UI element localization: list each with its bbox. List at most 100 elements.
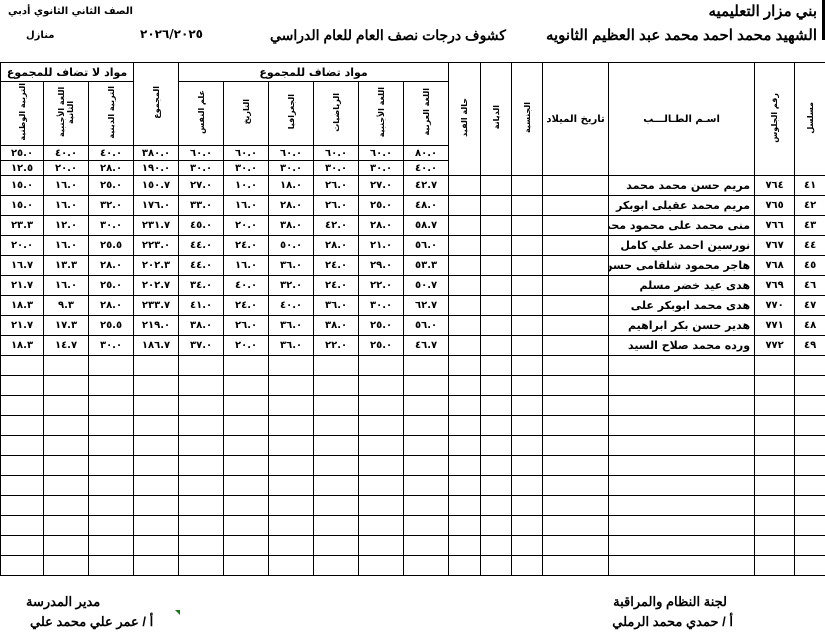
student-name-cell[interactable]: مريم محمد عقيلى ابوبكر — [608, 195, 756, 216]
mark-subject-history[interactable]: ١٦.٠ — [223, 255, 270, 276]
empty-cell[interactable] — [754, 375, 796, 396]
empty-cell[interactable] — [480, 415, 513, 436]
empty-cell[interactable] — [542, 555, 610, 576]
empty-cell[interactable] — [608, 515, 756, 536]
nationality-cell[interactable] — [511, 315, 544, 336]
empty-cell[interactable] — [268, 435, 315, 456]
empty-cell[interactable] — [43, 475, 90, 496]
empty-cell[interactable] — [542, 535, 610, 556]
empty-cell[interactable] — [480, 515, 513, 536]
seat-number-cell[interactable]: ٧٦٥ — [754, 195, 796, 216]
birth-date-cell[interactable] — [542, 255, 610, 276]
empty-cell[interactable] — [178, 435, 225, 456]
seat-number-cell[interactable]: ٧٧١ — [754, 315, 796, 336]
empty-cell[interactable] — [223, 535, 270, 556]
status-cell[interactable] — [448, 255, 482, 276]
mark-subject-total[interactable]: ٢٠٢.٧ — [133, 275, 180, 296]
seat-number-cell[interactable]: ٧٧٢ — [754, 335, 796, 356]
empty-cell[interactable] — [0, 495, 45, 516]
empty-cell[interactable] — [794, 435, 825, 456]
birth-date-cell[interactable] — [542, 315, 610, 336]
empty-cell[interactable] — [480, 395, 513, 416]
empty-cell[interactable] — [88, 475, 135, 496]
status-cell[interactable] — [448, 215, 482, 236]
mark-subject-arabic[interactable]: ٦٢.٧ — [403, 295, 450, 316]
religion-cell[interactable] — [480, 335, 513, 356]
empty-cell[interactable] — [133, 435, 180, 456]
empty-cell[interactable] — [268, 395, 315, 416]
empty-cell[interactable] — [448, 475, 482, 496]
empty-cell[interactable] — [313, 375, 360, 396]
empty-cell[interactable] — [313, 515, 360, 536]
mark-subject-history[interactable]: ٢٦.٠ — [223, 315, 270, 336]
empty-cell[interactable] — [403, 515, 450, 536]
empty-cell[interactable] — [0, 535, 45, 556]
empty-cell[interactable] — [754, 475, 796, 496]
birth-date-cell[interactable] — [542, 235, 610, 256]
student-name-cell[interactable]: منى محمد على محمود محمد — [608, 215, 756, 236]
empty-cell[interactable] — [358, 495, 405, 516]
empty-cell[interactable] — [313, 435, 360, 456]
empty-cell[interactable] — [448, 375, 482, 396]
empty-cell[interactable] — [358, 375, 405, 396]
empty-cell[interactable] — [43, 415, 90, 436]
empty-cell[interactable] — [511, 355, 544, 376]
empty-cell[interactable] — [0, 435, 45, 456]
religion-cell[interactable] — [480, 235, 513, 256]
mark-subject-foreign[interactable]: ٢١.٠ — [358, 235, 405, 256]
empty-cell[interactable] — [0, 475, 45, 496]
student-name-cell[interactable]: هاجر محمود شلقامى حسن — [608, 255, 756, 276]
empty-cell[interactable] — [794, 375, 825, 396]
empty-cell[interactable] — [133, 555, 180, 576]
empty-cell[interactable] — [511, 475, 544, 496]
empty-cell[interactable] — [43, 535, 90, 556]
mark-subject-national[interactable]: ٢١.٧ — [0, 275, 45, 296]
empty-cell[interactable] — [88, 555, 135, 576]
empty-cell[interactable] — [794, 395, 825, 416]
empty-cell[interactable] — [511, 395, 544, 416]
mark-subject-total[interactable]: ١٧٦.٠ — [133, 195, 180, 216]
empty-cell[interactable] — [43, 435, 90, 456]
empty-cell[interactable] — [403, 535, 450, 556]
empty-cell[interactable] — [268, 555, 315, 576]
mark-subject-arabic[interactable]: ٤٢.٧ — [403, 175, 450, 196]
empty-cell[interactable] — [480, 355, 513, 376]
mark-subject-national[interactable]: ١٨.٣ — [0, 335, 45, 356]
mark-subject-foreign2[interactable]: ١٤.٧ — [43, 335, 90, 356]
empty-cell[interactable] — [480, 455, 513, 476]
mark-subject-psychology[interactable]: ٣٨.٠ — [178, 315, 225, 336]
empty-cell[interactable] — [542, 415, 610, 436]
mark-subject-foreign[interactable]: ٢٥.٠ — [358, 335, 405, 356]
seat-number-cell[interactable]: ٧٦٨ — [754, 255, 796, 276]
empty-cell[interactable] — [542, 475, 610, 496]
empty-cell[interactable] — [511, 555, 544, 576]
student-name-cell[interactable]: هدى محمد ابوبكر على — [608, 295, 756, 316]
mark-subject-geography[interactable]: ٢٨.٠ — [268, 195, 315, 216]
empty-cell[interactable] — [542, 435, 610, 456]
empty-cell[interactable] — [754, 395, 796, 416]
empty-cell[interactable] — [480, 375, 513, 396]
empty-cell[interactable] — [178, 455, 225, 476]
empty-cell[interactable] — [0, 455, 45, 476]
empty-cell[interactable] — [480, 435, 513, 456]
mark-subject-math[interactable]: ٢٦.٠ — [313, 175, 360, 196]
nationality-cell[interactable] — [511, 175, 544, 196]
serial-cell[interactable]: ٤٤ — [794, 235, 825, 256]
empty-cell[interactable] — [448, 515, 482, 536]
mark-subject-math[interactable]: ٤٢.٠ — [313, 215, 360, 236]
empty-cell[interactable] — [542, 455, 610, 476]
mark-subject-foreign2[interactable]: ١٧.٣ — [43, 315, 90, 336]
empty-cell[interactable] — [511, 415, 544, 436]
empty-cell[interactable] — [43, 355, 90, 376]
mark-subject-history[interactable]: ١٠.٠ — [223, 175, 270, 196]
mark-subject-history[interactable]: ٢٤.٠ — [223, 295, 270, 316]
empty-cell[interactable] — [268, 495, 315, 516]
empty-cell[interactable] — [223, 355, 270, 376]
empty-cell[interactable] — [88, 455, 135, 476]
empty-cell[interactable] — [448, 535, 482, 556]
empty-cell[interactable] — [358, 355, 405, 376]
empty-cell[interactable] — [511, 435, 544, 456]
religion-cell[interactable] — [480, 295, 513, 316]
empty-cell[interactable] — [178, 375, 225, 396]
mark-subject-geography[interactable]: ٣٦.٠ — [268, 335, 315, 356]
